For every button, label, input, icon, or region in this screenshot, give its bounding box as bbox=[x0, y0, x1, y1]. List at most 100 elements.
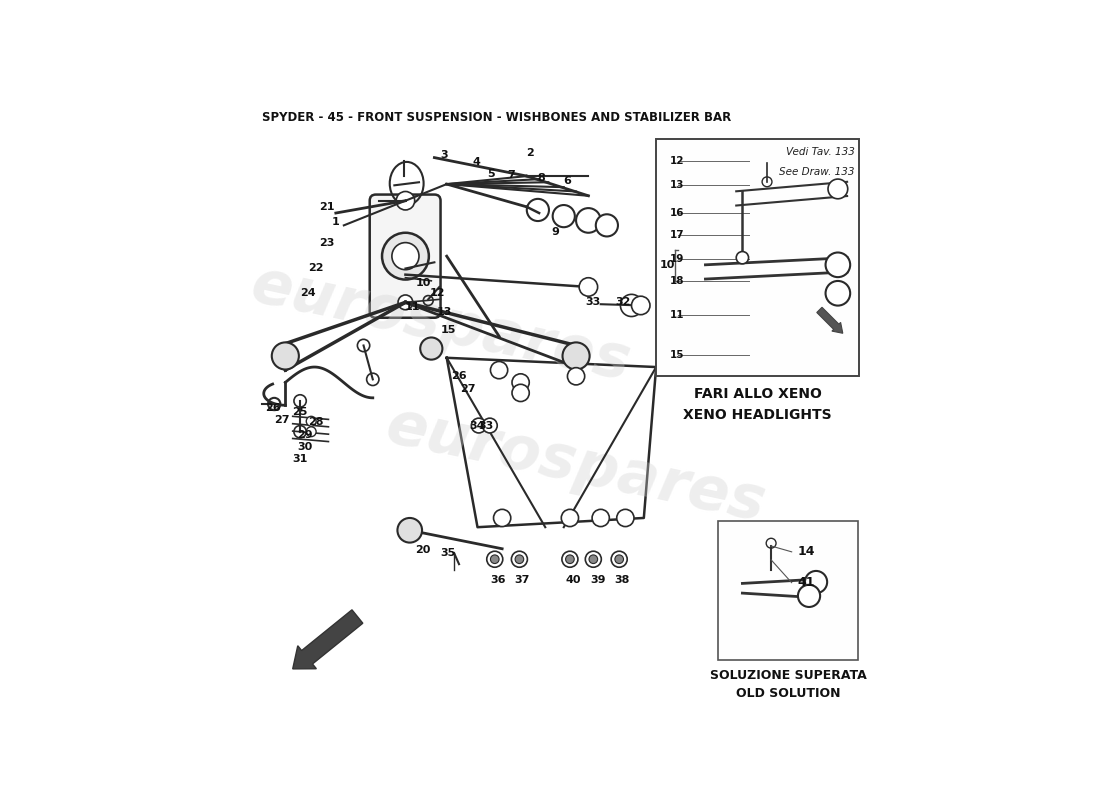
FancyArrow shape bbox=[817, 307, 843, 334]
Circle shape bbox=[561, 510, 579, 526]
Text: 12: 12 bbox=[670, 156, 684, 166]
Text: 26: 26 bbox=[451, 371, 466, 382]
Circle shape bbox=[272, 342, 299, 370]
Text: 37: 37 bbox=[514, 574, 529, 585]
Text: 13: 13 bbox=[437, 306, 452, 317]
Circle shape bbox=[471, 418, 486, 433]
Text: 26: 26 bbox=[265, 402, 280, 413]
Circle shape bbox=[562, 342, 590, 370]
Text: 33: 33 bbox=[478, 421, 494, 431]
Text: 23: 23 bbox=[319, 238, 334, 248]
Text: 12: 12 bbox=[430, 288, 446, 298]
Text: 10: 10 bbox=[416, 278, 431, 288]
Circle shape bbox=[512, 384, 529, 402]
Circle shape bbox=[483, 418, 497, 433]
Text: 14: 14 bbox=[798, 546, 815, 558]
Text: 3: 3 bbox=[440, 150, 448, 159]
Text: 35: 35 bbox=[440, 548, 455, 558]
Text: 20: 20 bbox=[416, 545, 431, 555]
Text: XENO HEADLIGHTS: XENO HEADLIGHTS bbox=[683, 408, 832, 422]
Circle shape bbox=[486, 551, 503, 567]
Circle shape bbox=[825, 281, 850, 306]
FancyArrow shape bbox=[293, 610, 363, 669]
Text: 32: 32 bbox=[615, 298, 630, 307]
Text: 4: 4 bbox=[472, 157, 481, 167]
Text: 11: 11 bbox=[405, 302, 420, 312]
Text: 31: 31 bbox=[293, 454, 308, 465]
Text: 15: 15 bbox=[670, 350, 684, 360]
Text: OLD SOLUTION: OLD SOLUTION bbox=[736, 687, 840, 700]
Text: 27: 27 bbox=[460, 384, 475, 394]
Circle shape bbox=[617, 510, 634, 526]
Circle shape bbox=[592, 510, 609, 526]
Circle shape bbox=[798, 585, 821, 607]
Text: 5: 5 bbox=[487, 170, 495, 179]
Text: SOLUZIONE SUPERATA: SOLUZIONE SUPERATA bbox=[710, 669, 867, 682]
Text: See Draw. 133: See Draw. 133 bbox=[779, 167, 855, 177]
Circle shape bbox=[576, 208, 601, 233]
Text: 38: 38 bbox=[615, 574, 630, 585]
Text: 15: 15 bbox=[440, 325, 455, 335]
Text: 10: 10 bbox=[659, 261, 674, 270]
Text: 28: 28 bbox=[308, 417, 323, 427]
Circle shape bbox=[565, 555, 574, 563]
Circle shape bbox=[491, 555, 499, 563]
Text: eurospares: eurospares bbox=[245, 255, 636, 393]
Circle shape bbox=[552, 205, 575, 227]
FancyBboxPatch shape bbox=[717, 521, 858, 660]
Text: 13: 13 bbox=[670, 180, 684, 190]
Text: 7: 7 bbox=[507, 170, 515, 180]
Text: 21: 21 bbox=[319, 202, 334, 212]
Circle shape bbox=[631, 296, 650, 314]
Text: 6: 6 bbox=[563, 176, 571, 186]
Circle shape bbox=[825, 253, 850, 277]
Text: 25: 25 bbox=[293, 407, 308, 417]
Circle shape bbox=[512, 551, 527, 567]
FancyBboxPatch shape bbox=[370, 194, 440, 318]
Text: 34: 34 bbox=[469, 421, 485, 431]
Circle shape bbox=[491, 362, 508, 378]
Text: 19: 19 bbox=[670, 254, 684, 264]
Circle shape bbox=[828, 179, 848, 198]
Text: Vedi Tav. 133: Vedi Tav. 133 bbox=[785, 146, 855, 157]
Circle shape bbox=[615, 555, 624, 563]
Circle shape bbox=[527, 199, 549, 221]
Circle shape bbox=[562, 551, 578, 567]
Text: 41: 41 bbox=[798, 576, 815, 589]
FancyBboxPatch shape bbox=[656, 139, 859, 376]
Circle shape bbox=[306, 416, 316, 426]
Text: 22: 22 bbox=[308, 263, 323, 274]
Circle shape bbox=[392, 242, 419, 270]
Circle shape bbox=[588, 555, 597, 563]
Text: 29: 29 bbox=[297, 430, 312, 440]
Text: SPYDER - 45 - FRONT SUSPENSION - WISHBONES AND STABILIZER BAR: SPYDER - 45 - FRONT SUSPENSION - WISHBON… bbox=[262, 111, 732, 124]
Circle shape bbox=[382, 233, 429, 279]
Circle shape bbox=[398, 295, 412, 310]
Text: 2: 2 bbox=[526, 148, 534, 158]
Circle shape bbox=[512, 374, 529, 391]
Circle shape bbox=[612, 551, 627, 567]
Text: 1: 1 bbox=[332, 218, 340, 227]
Circle shape bbox=[736, 251, 748, 264]
Text: 18: 18 bbox=[670, 276, 684, 286]
Circle shape bbox=[568, 368, 585, 385]
Circle shape bbox=[620, 294, 642, 317]
Circle shape bbox=[596, 214, 618, 237]
Text: 27: 27 bbox=[275, 415, 290, 425]
Text: 40: 40 bbox=[565, 574, 582, 585]
Text: 30: 30 bbox=[297, 442, 312, 452]
Text: 39: 39 bbox=[590, 574, 605, 585]
Text: 24: 24 bbox=[300, 288, 316, 298]
Circle shape bbox=[396, 191, 415, 210]
Circle shape bbox=[585, 551, 602, 567]
Circle shape bbox=[805, 571, 827, 593]
Text: eurospares: eurospares bbox=[381, 397, 771, 534]
Circle shape bbox=[397, 518, 422, 542]
Text: 33: 33 bbox=[585, 298, 601, 307]
Circle shape bbox=[515, 555, 524, 563]
Text: 9: 9 bbox=[551, 226, 559, 237]
Text: 16: 16 bbox=[670, 208, 684, 218]
Text: 36: 36 bbox=[491, 574, 506, 585]
Text: 17: 17 bbox=[670, 230, 684, 240]
Circle shape bbox=[494, 510, 510, 526]
